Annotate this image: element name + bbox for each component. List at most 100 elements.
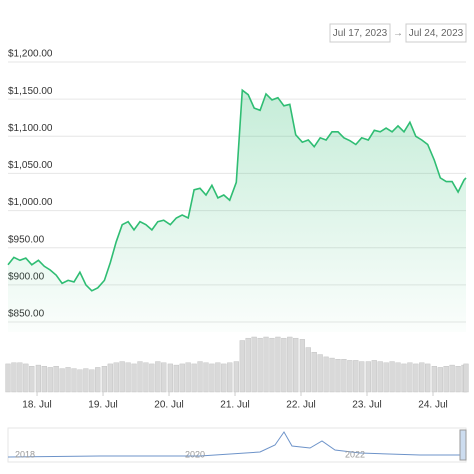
volume-bar — [65, 367, 71, 393]
volume-bar — [299, 339, 305, 393]
y-tick-label: $1,200.00 — [8, 49, 53, 60]
date-to[interactable]: Jul 24, 2023 — [409, 28, 464, 39]
navigator-label: 2020 — [185, 449, 205, 459]
navigator-label: 2022 — [345, 449, 365, 459]
date-separator: → — [393, 28, 403, 39]
navigator-handle[interactable] — [459, 429, 467, 461]
volume-bar — [203, 362, 209, 393]
volume-bar — [395, 362, 401, 393]
volume-bar — [41, 366, 47, 393]
date-from[interactable]: Jul 17, 2023 — [333, 28, 388, 39]
volume-bar — [353, 360, 359, 393]
volume-bar — [413, 363, 419, 393]
volume-bar — [305, 347, 311, 393]
volume-bar — [191, 363, 197, 393]
volume-bar — [463, 363, 469, 393]
volume-bar — [23, 363, 29, 393]
x-tick-label: 20. Jul — [154, 400, 183, 411]
price-line — [7, 88, 467, 292]
date-from-box[interactable] — [329, 23, 391, 43]
volume-bar — [245, 337, 251, 393]
volume-bar — [125, 362, 131, 393]
volume-bar — [11, 362, 17, 393]
volume-bar — [47, 367, 53, 393]
volume-bar — [431, 366, 437, 393]
volume-bar — [389, 361, 395, 393]
volume-bar — [137, 361, 143, 393]
volume-bar — [161, 362, 167, 393]
volume-bar — [17, 362, 23, 393]
volume-bar — [443, 366, 449, 393]
x-tick-label: 23. Jul — [352, 400, 381, 411]
volume-bar — [311, 352, 317, 393]
volume-bar — [149, 363, 155, 393]
volume-bar — [275, 336, 281, 393]
volume-bar — [377, 361, 383, 393]
volume-bar — [143, 362, 149, 393]
volume-bar — [239, 340, 245, 393]
volume-bar — [335, 359, 341, 393]
volume-bar — [419, 362, 425, 393]
volume-bar — [293, 337, 299, 393]
volume-bar — [455, 366, 461, 393]
volume-bar — [131, 363, 137, 393]
volume-bar — [371, 360, 377, 393]
volume-bar — [281, 337, 287, 393]
price-area — [8, 90, 466, 332]
volume-bar — [5, 363, 11, 393]
volume-bar — [383, 362, 389, 393]
volume-bar — [233, 361, 239, 393]
volume-bar — [323, 356, 329, 393]
volume-bar — [287, 336, 293, 393]
y-tick-label: $1,000.00 — [8, 197, 53, 208]
volume-bar — [95, 367, 101, 393]
volume-bar — [71, 368, 77, 393]
volume-bar — [209, 363, 215, 393]
volume-bar — [347, 360, 353, 393]
volume-bar — [89, 369, 95, 393]
volume-bar — [155, 361, 161, 393]
volume-bar — [77, 369, 83, 393]
y-tick-label: $1,100.00 — [8, 123, 53, 134]
y-tick-label: $1,150.00 — [8, 86, 53, 97]
volume-bar — [29, 366, 35, 393]
volume-bar — [173, 364, 179, 393]
volume-bar — [197, 361, 203, 393]
volume-bar — [329, 357, 335, 393]
volume-bar — [269, 337, 275, 393]
x-tick-label: 21. Jul — [220, 400, 249, 411]
volume-bar — [179, 363, 185, 393]
volume-bar — [401, 363, 407, 393]
x-tick-label: 24. Jul — [418, 400, 447, 411]
x-tick-label: 18. Jul — [22, 400, 51, 411]
volume-bar — [113, 362, 119, 393]
x-tick-label: 22. Jul — [286, 400, 315, 411]
y-tick-label: $950.00 — [8, 234, 45, 245]
volume-bar — [221, 363, 227, 393]
volume-bar — [317, 354, 323, 393]
volume-bar — [185, 362, 191, 393]
x-tick-label: 19. Jul — [88, 400, 117, 411]
volume-bar — [425, 363, 431, 393]
volume-bar — [119, 361, 125, 393]
volume-bar — [257, 337, 263, 393]
volume-bar — [449, 364, 455, 393]
volume-bar — [341, 359, 347, 393]
volume-bar — [59, 368, 65, 393]
volume-bar — [263, 336, 269, 393]
volume-bar — [167, 363, 173, 393]
volume-bar — [359, 361, 365, 393]
navigator-line — [7, 431, 466, 458]
volume-bar — [437, 367, 443, 393]
date-to-box[interactable] — [405, 23, 467, 43]
navigator[interactable] — [7, 427, 467, 463]
volume-bar — [35, 364, 41, 393]
volume-bar — [83, 368, 89, 393]
volume-bar — [365, 361, 371, 393]
volume-bar — [407, 362, 413, 393]
y-tick-label: $1,050.00 — [8, 160, 53, 171]
volume-bar — [227, 362, 233, 393]
volume-bar — [53, 366, 59, 393]
volume-bar — [251, 336, 257, 393]
